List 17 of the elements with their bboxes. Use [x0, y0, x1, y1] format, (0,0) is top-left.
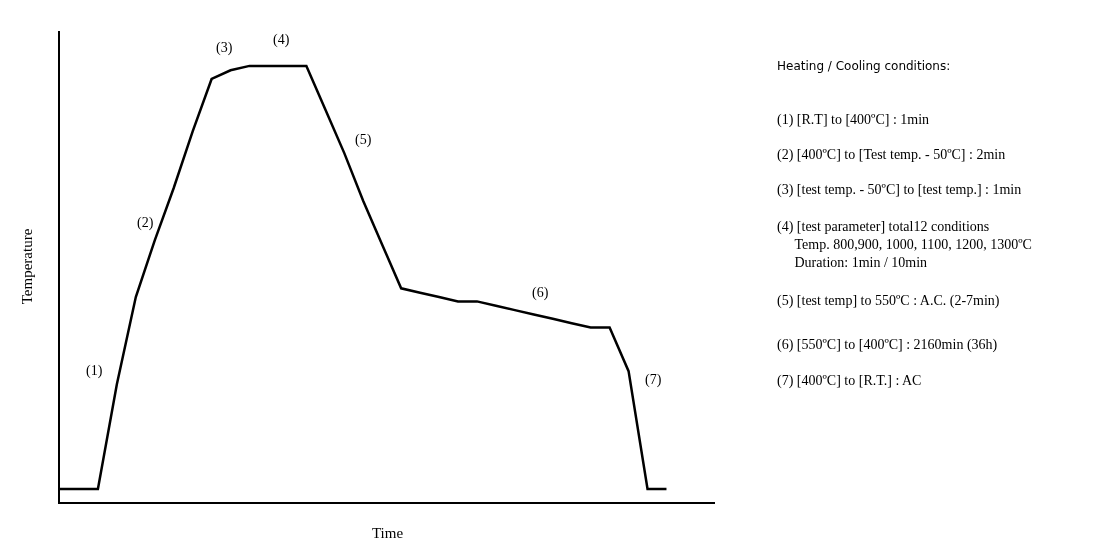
text: (4)	[273, 32, 290, 48]
text: (7) [400ºC] to [R.T.] : AC	[777, 373, 922, 389]
annotation: (5)	[355, 132, 372, 148]
text: (5) [test temp] to 550ºC : A.C. (2-7min)	[777, 293, 1000, 309]
text: (6) [550ºC] to [400ºC] : 2160min (36h)	[777, 337, 998, 353]
text: (3) [test temp. - 50ºC] to [test temp.] : 1min	[777, 182, 1022, 198]
text: (3)	[216, 40, 233, 56]
y-axis-title: Temperature	[19, 228, 35, 305]
annotation: (6)	[532, 285, 549, 301]
text: (2) [400ºC] to [Test temp. - 50ºC] : 2min	[777, 147, 1006, 163]
text: (1) [R.T] to [400ºC] : 1min	[777, 112, 930, 128]
text: Heating / Cooling conditions:	[777, 59, 951, 73]
annotation: (2)	[137, 215, 154, 231]
x-axis-title: Time	[371, 524, 404, 541]
annotation: (1)	[86, 363, 103, 379]
annotation: (7)	[645, 372, 662, 388]
text: (4) [test parameter] total12 conditions Temp. 800,900, 1000, 1100, 1200, 1300ºC Duration: 1min / 10min	[777, 219, 1032, 271]
